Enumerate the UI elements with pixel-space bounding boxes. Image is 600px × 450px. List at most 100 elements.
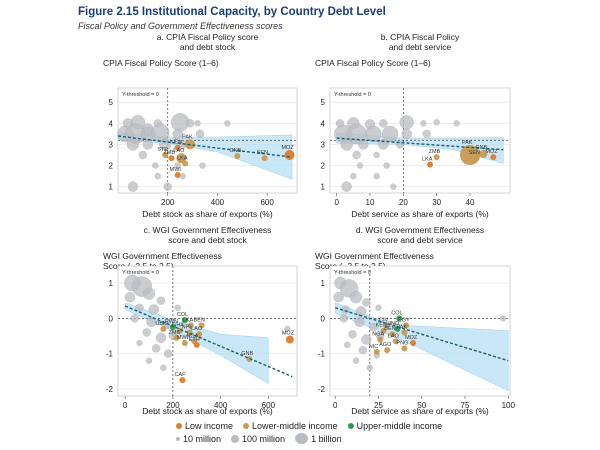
panel-a-point [172,128,183,140]
figure-title: Figure 2.15 Institutional Capacity, by C… [78,6,386,18]
panel-b-xlabel: Debt service as share of exports (%) [351,209,489,219]
panel-c-point-label: NGA [186,333,198,339]
panel-b-point-label: ZMB [429,149,441,155]
panel-d-point-label: IND [390,321,400,327]
panel-d-point-label: NIC [369,344,379,350]
panel-c-xtick: 600 [262,401,276,410]
panel-c-point-label: ETH [189,337,200,343]
panel-c-point-label: CAF [174,372,186,378]
panel-a-ytick: 3 [109,140,114,149]
panel-c-point-moz [285,335,294,344]
panel-c-point-ben [198,322,205,329]
panel-d-xlabel: Debt service as share of exports (%) [351,406,489,416]
panel-c-point-caf [179,377,186,384]
panel-b-point [399,115,414,130]
panel-a-xtick: 400 [211,198,225,207]
panel-b-ytick: 1 [321,183,326,192]
panel-b-title-line: and debt service [389,42,452,52]
panel-a-ytick: 5 [109,98,114,107]
panel-d-point [361,334,372,345]
panel-d-ytick: 1 [321,279,326,288]
panel-d-point-col [396,315,403,322]
panel-a-point-label: PAK [182,134,193,140]
panel-b-point [390,183,397,190]
panel-a-point-sen [261,155,268,162]
panel-c-point [284,325,291,333]
panel-a-point-label: ZMB [163,150,175,156]
panel-d-point-label: LAO [388,333,400,339]
panel-d-ylabel: WGI Government Effectiveness [315,251,434,261]
panel-c-point-col [181,317,188,324]
panel-c-title-line: score and debt stock [168,235,247,245]
panel-a-point [185,119,195,128]
panel-c-point [163,349,173,358]
panel-a-point-moz [284,150,295,160]
panel-a-point-label: STP [157,147,168,153]
panel-b-point [340,138,353,151]
panel-d-point-label: PAK [396,324,407,330]
panel-b-point [352,150,361,160]
panel-c-point [146,316,157,328]
panel-c-ytick: 1 [109,279,114,288]
panel-b-point-label: LKA [422,157,433,163]
panel-b-xtick: 20 [399,198,408,207]
panel-c-point-lka [187,322,194,329]
panel-c-point [156,296,166,305]
legend-umi-label: Upper-middle income [356,420,443,431]
legend-upper-middle: Upper-middle income [347,420,443,431]
panel-c-point [155,332,167,343]
panel-b-xtick: 30 [432,198,441,207]
panel-a-ytick: 1 [109,183,114,192]
legend-size-medium: 100 million [231,434,285,444]
panel-b-point [358,139,369,150]
legend-size-small-dot [176,436,180,441]
panel-a-ylabel: CPIA Fiscal Policy Score (1–6) [103,58,219,68]
panel-a-point-label: NEW [170,140,184,146]
panel-b-point [401,128,412,140]
panel-b-point-zmb [433,154,440,161]
panel-a-xtick: 600 [260,198,274,207]
panel-b-point-lka [427,161,433,168]
panel-a-point [163,182,172,191]
panel-d-point-label: AGO [379,342,392,348]
panel-d-xtick: 75 [461,401,470,410]
legend-size-medium-label: 100 million [242,433,286,444]
panel-b-point [373,151,380,159]
panel-c-xlabel: Debt stock as share of exports (%) [142,406,273,416]
legend-size-small-label: 10 million [183,433,222,444]
panel-d-point [366,364,373,371]
legend-low-dot [176,422,182,429]
panel-c-point-mwi [181,340,188,347]
panel-a-point [152,162,159,169]
panel-c-point-zmb [173,334,180,341]
panel-c-threshold-label: Y-threshold = 0 [122,270,159,276]
legend-low-label: Low income [185,420,234,431]
panel-b-point [422,129,431,139]
panel-c-point [160,364,167,371]
panel-c-point-label: RWN [165,319,178,325]
panel-d-fit-line [334,307,509,362]
panel-c-xtick: 200 [166,401,180,410]
panel-d-point [349,291,363,304]
panel-a-point [138,150,148,160]
panel-c-point-label: NPL [182,324,193,330]
panel-d-point [369,323,378,332]
panel-d-point [333,292,344,303]
panel-d-point [499,315,507,322]
panel-c-fit-line [124,305,293,378]
panel-c-point-eth [193,341,200,348]
panel-c-point [174,304,181,311]
panel-d-ytick: 0 [321,314,326,323]
panel-a-point [224,120,231,127]
panel-c-point [130,314,139,323]
panel-d-xtick: 0 [333,401,338,410]
panel-c-point [145,357,153,364]
panel-d-point-label: MOZ [405,335,418,341]
panel-b-point-sen [473,155,480,162]
panel-a-title-line: a. CPIA Fiscal Policy score [157,32,259,42]
panel-a-point-lao [176,153,187,164]
legend-size-large-dot [295,433,309,444]
panel-c-point-label: COL [177,312,188,318]
